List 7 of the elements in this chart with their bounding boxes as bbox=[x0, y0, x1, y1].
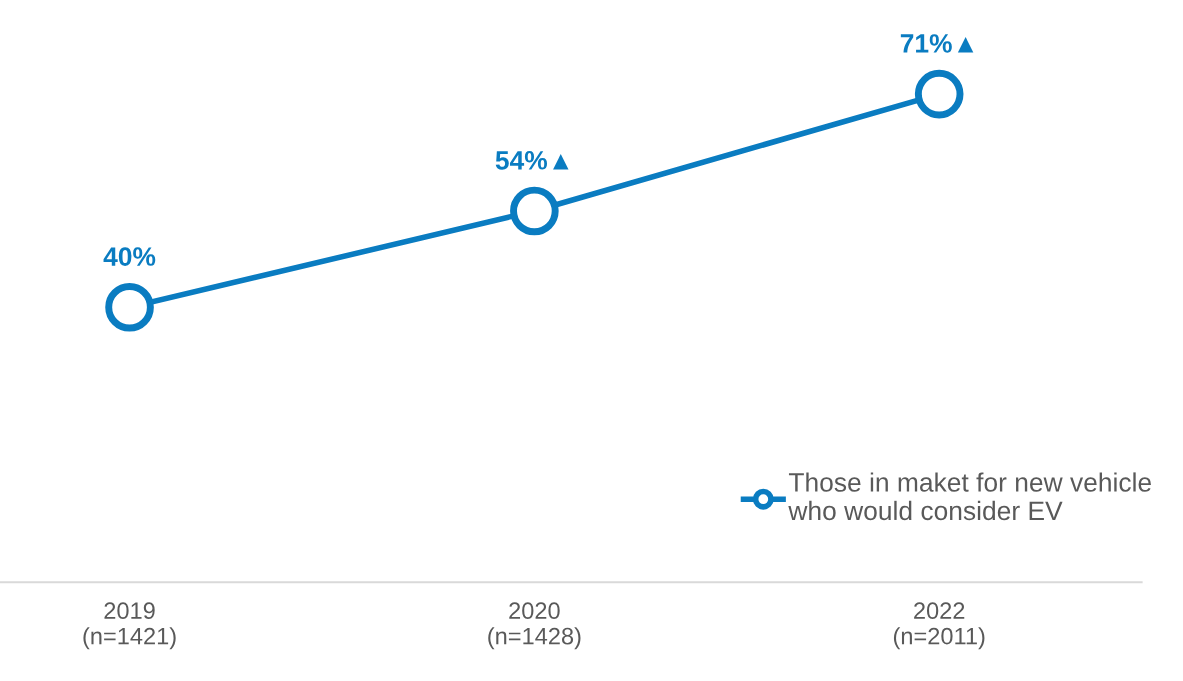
x-tick-label: 2022 (n=2011) bbox=[893, 602, 985, 650]
data-label: 40% bbox=[103, 247, 156, 266]
data-label: 71%▲ bbox=[900, 34, 974, 53]
legend-label: Those in maket for new vehicle who would consider EV bbox=[788, 472, 1151, 521]
data-label: 54%▲ bbox=[495, 151, 569, 170]
x-tick-label: 2019 (n=1421) bbox=[83, 602, 176, 650]
x-tick-label: 2020 (n=1428) bbox=[488, 602, 581, 650]
